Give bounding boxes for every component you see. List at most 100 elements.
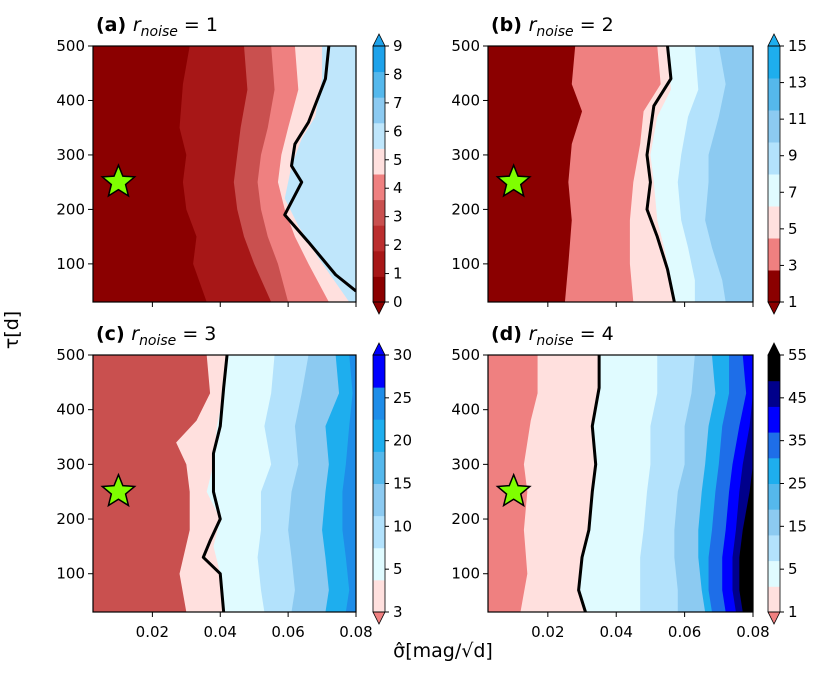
contour-region-a-5 <box>284 46 356 302</box>
colorbar-swatch-a-1 <box>373 250 385 277</box>
star-marker-a <box>100 163 137 198</box>
colorbar-tick-label: 4 <box>393 179 403 197</box>
colorbar-extend-bottom-a <box>372 301 386 315</box>
colorbar-swatch-d-7 <box>768 406 780 433</box>
colorbar-swatch-b-6 <box>768 78 780 111</box>
colorbar-extend-top-d <box>767 342 781 356</box>
colorbar-swatch-a-3 <box>373 199 385 226</box>
colorbar-swatch-b-7 <box>768 46 780 79</box>
colorbar-tick-label: 8 <box>393 65 403 83</box>
panel-title-c: (c) rnoise = 3 <box>96 323 216 349</box>
colorbar-tick-label: 25 <box>393 389 412 407</box>
x-tick-label: 0.08 <box>339 623 372 641</box>
colorbar-swatch-d-1 <box>768 560 780 587</box>
y-tick-label: 300 <box>56 146 85 164</box>
colorbar-tick-label: 5 <box>788 220 798 238</box>
colorbar-swatch-b-1 <box>768 238 780 271</box>
colorbar-a: 0 1 2 3 4 5 6 7 8 9 <box>372 33 403 315</box>
y-tick-label: 300 <box>56 455 85 473</box>
contour-line-b <box>645 46 676 302</box>
contour-plot-d <box>488 355 753 612</box>
star-marker-b <box>495 163 532 198</box>
panel-title-d: (d) rnoise = 4 <box>491 323 614 349</box>
colorbar-tick-label: 3 <box>788 256 798 274</box>
x-tick-label: 0.08 <box>736 623 769 641</box>
star-marker-d <box>495 472 532 508</box>
colorbar-swatch-d-9 <box>768 355 780 382</box>
x-tick-label: 0.02 <box>136 623 169 641</box>
colorbar-swatch-d-2 <box>768 534 780 562</box>
contour-region-c-6 <box>342 355 356 612</box>
colorbar-tick-label: 3 <box>393 208 403 226</box>
colorbar-extend-top-c <box>372 342 386 356</box>
panel-d: 0.02 0.04 0.06 0.08 100 200 300 400 500 (d) rnois… <box>451 323 807 641</box>
colorbar-swatch-b-5 <box>768 110 780 143</box>
colorbar-swatch-b-0 <box>768 270 780 303</box>
colorbar-swatch-a-5 <box>373 148 385 175</box>
panel-c: 0.02 0.04 0.06 0.08 100 200 300 400 500 (c) rnois… <box>56 323 412 641</box>
colorbar-extend-bottom-d <box>767 611 781 625</box>
colorbar-tick-label: 0 <box>393 293 403 311</box>
colorbar-tick-label: 5 <box>788 560 798 578</box>
colorbar-swatch-d-0 <box>768 586 780 613</box>
colorbar-swatch-c-5 <box>373 419 385 452</box>
colorbar-tick-label: 25 <box>788 475 807 493</box>
contour-plot-b <box>488 46 753 302</box>
colorbar-tick-label: 1 <box>788 603 798 621</box>
colorbar-tick-label: 1 <box>393 265 403 283</box>
x-tick-label: 0.06 <box>668 623 701 641</box>
y-tick-label: 500 <box>56 346 85 364</box>
colorbar-tick-label: 11 <box>788 110 807 128</box>
colorbar-swatch-a-2 <box>373 225 385 252</box>
colorbar-extend-bottom-b <box>767 301 781 315</box>
colorbar-swatch-c-3 <box>373 483 385 517</box>
contour-line-d <box>577 355 601 612</box>
colorbar-swatch-c-1 <box>373 547 385 581</box>
colorbar-tick-label: 15 <box>788 517 807 535</box>
contour-line-a <box>283 46 356 293</box>
colorbar-tick-label: 15 <box>393 475 412 493</box>
colorbar-tick-label: 2 <box>393 236 403 254</box>
colorbar-swatch-a-6 <box>373 122 385 149</box>
contour-region-d-9 <box>739 355 753 612</box>
contour-region-b-5 <box>705 46 753 302</box>
contour-plot-c <box>93 355 356 612</box>
colorbar-tick-label: 5 <box>393 151 403 169</box>
colorbar-tick-label: 7 <box>788 183 798 201</box>
colorbar-tick-label: 6 <box>393 122 403 140</box>
colorbar-swatch-c-7 <box>373 355 385 388</box>
colorbar-swatch-d-8 <box>768 380 780 407</box>
y-tick-label: 100 <box>56 565 85 583</box>
y-tick-label: 200 <box>56 200 85 218</box>
colorbar-swatch-d-4 <box>768 483 780 510</box>
colorbar-tick-label: 13 <box>788 74 807 92</box>
colorbar-tick-label: 5 <box>393 560 403 578</box>
y-tick-label: 200 <box>451 200 480 218</box>
y-tick-label: 400 <box>56 91 85 109</box>
colorbar-swatch-a-9 <box>373 46 385 73</box>
colorbar-swatch-d-5 <box>768 457 780 484</box>
y-tick-label: 400 <box>451 91 480 109</box>
y-tick-label: 300 <box>451 455 480 473</box>
colorbar-swatch-a-4 <box>373 174 385 201</box>
x-tick-label: 0.04 <box>600 623 633 641</box>
y-tick-label: 300 <box>451 146 480 164</box>
x-tick-label: 0.02 <box>531 623 564 641</box>
colorbar-swatch-b-2 <box>768 206 780 239</box>
y-tick-label: 500 <box>451 346 480 364</box>
axes-frame-b <box>487 45 754 303</box>
y-tick-label: 400 <box>56 401 85 419</box>
colorbar-tick-label: 20 <box>393 432 412 450</box>
colorbar-swatch-c-2 <box>373 515 385 549</box>
y-axis-label: τ[d] <box>1 311 23 349</box>
colorbar-swatch-b-4 <box>768 142 780 175</box>
colorbar-tick-label: 15 <box>788 37 807 55</box>
colorbar-tick-label: 9 <box>788 147 798 165</box>
colorbar-swatch-b-3 <box>768 174 780 207</box>
colorbar-tick-label: 10 <box>393 517 412 535</box>
colorbar-swatch-a-0 <box>373 276 385 303</box>
